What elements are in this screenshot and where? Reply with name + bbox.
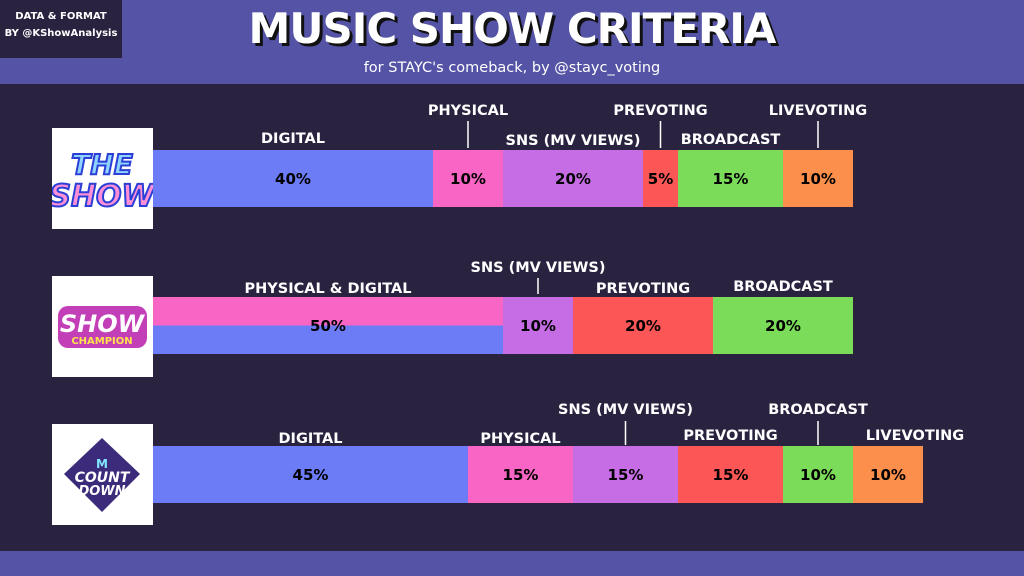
show-champion-logo-sub: CHAMPION	[71, 336, 132, 347]
bar-segment	[643, 150, 678, 207]
category-label: BROADCAST	[733, 279, 833, 295]
page-subtitle: for STAYC's comeback, by @stayc_voting	[363, 60, 661, 76]
category-label: SNS (MV VIEWS)	[558, 402, 693, 418]
data-label: 10%	[520, 317, 556, 335]
bar-segment	[783, 150, 853, 207]
data-label: 15%	[608, 466, 644, 484]
category-label: PREVOTING	[613, 103, 707, 119]
data-label: 10%	[450, 170, 486, 188]
category-label: LIVEVOTING	[866, 428, 964, 444]
data-label: 10%	[800, 170, 836, 188]
m-countdown-logo-count: COUNT	[75, 470, 131, 486]
footer-band	[0, 551, 1024, 576]
data-label: 40%	[275, 170, 311, 188]
bar-segment-top	[153, 297, 503, 326]
m-countdown-logo-down: DOWN	[78, 484, 125, 499]
page-title: MUSIC SHOW CRITERIA	[248, 4, 777, 53]
data-label: 5%	[648, 170, 673, 188]
category-label: SNS (MV VIEWS)	[471, 260, 606, 276]
bar-segment	[678, 150, 783, 207]
credit-line-1: DATA & FORMAT	[15, 11, 107, 22]
data-label: 15%	[713, 466, 749, 484]
category-label: DIGITAL	[279, 431, 343, 447]
category-label: SNS (MV VIEWS)	[506, 133, 641, 149]
data-label: 45%	[293, 466, 329, 484]
credit-line-2: BY @KShowAnalysis	[4, 28, 118, 39]
data-label: 50%	[310, 317, 346, 335]
credit-box: DATA & FORMAT BY @KShowAnalysis	[0, 0, 122, 58]
category-label: BROADCAST	[681, 132, 781, 148]
show-champion-logo-main: SHOW	[60, 310, 146, 338]
bar-segment	[433, 150, 503, 207]
the-show-logo-bottom: SHOW	[52, 179, 153, 214]
header-band	[0, 0, 1024, 84]
m-countdown-logo-m: M	[96, 457, 108, 471]
category-label: LIVEVOTING	[769, 103, 867, 119]
the-show-logo-top: THE	[71, 148, 133, 181]
data-label: 15%	[503, 466, 539, 484]
show-champion-logo-badge	[58, 306, 147, 348]
bar-segment	[573, 446, 678, 503]
bar-segment	[678, 446, 783, 503]
bar-segment	[503, 297, 573, 354]
data-label: 15%	[713, 170, 749, 188]
bar-segment	[503, 150, 643, 207]
category-label: PHYSICAL	[428, 103, 508, 119]
show-champion-logo: SHOW CHAMPION	[52, 276, 153, 377]
category-label: BROADCAST	[768, 402, 868, 418]
bar-segment	[468, 446, 573, 503]
category-label: PREVOTING	[596, 281, 690, 297]
the-show-logo: THE SHOW	[52, 128, 153, 229]
data-label: 20%	[765, 317, 801, 335]
bar-segment	[153, 446, 468, 503]
bar-segment	[783, 446, 853, 503]
category-label: PHYSICAL	[480, 431, 560, 447]
bar-segment	[153, 150, 433, 207]
m-countdown-logo-diamond	[64, 438, 140, 512]
data-label: 20%	[625, 317, 661, 335]
data-label: 10%	[800, 466, 836, 484]
category-label: PHYSICAL & DIGITAL	[245, 281, 412, 297]
bar-segment	[713, 297, 853, 354]
bar-segment	[853, 446, 923, 503]
category-label: PREVOTING	[683, 428, 777, 444]
bar-segment	[573, 297, 713, 354]
category-label: DIGITAL	[261, 131, 325, 147]
bar-segment	[153, 325, 503, 354]
data-label: 20%	[555, 170, 591, 188]
data-label: 10%	[870, 466, 906, 484]
m-countdown-logo: M COUNT DOWN	[52, 424, 153, 525]
